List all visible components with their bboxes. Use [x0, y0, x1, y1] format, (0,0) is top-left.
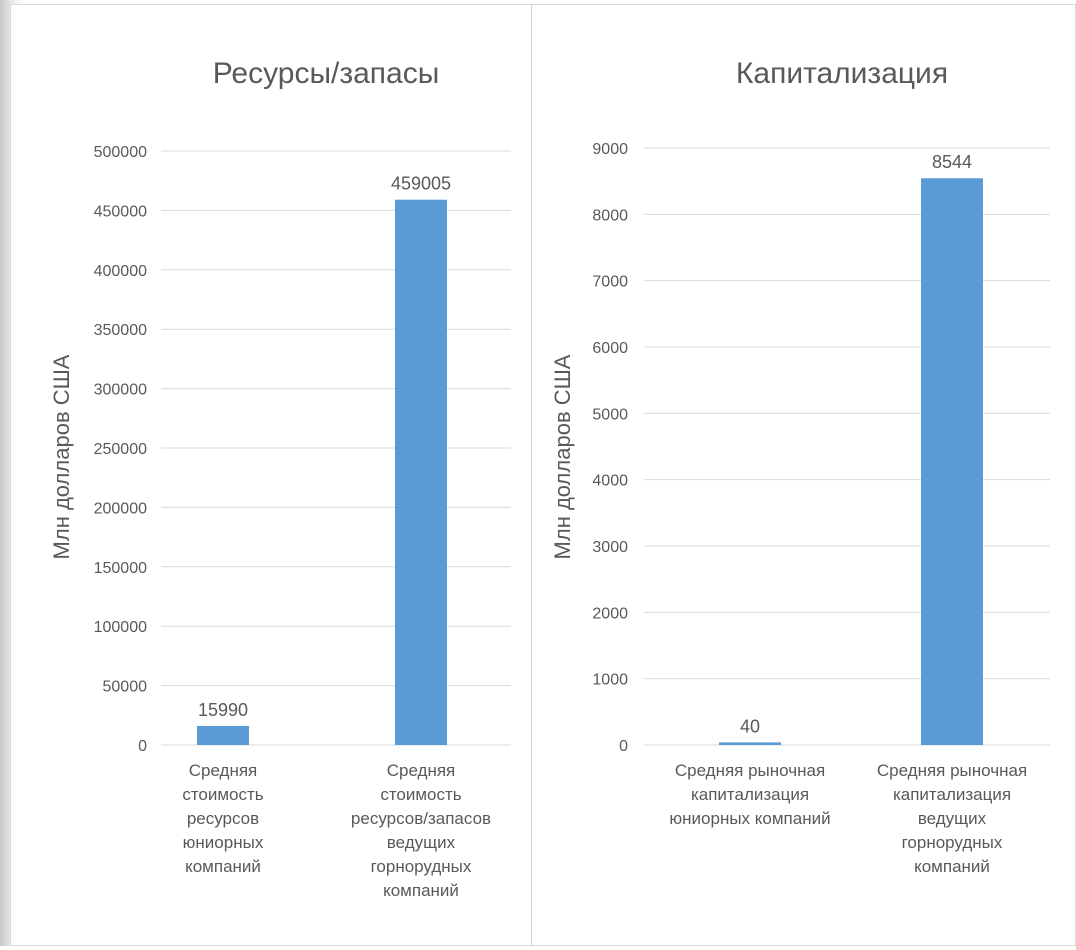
y-axis-label: Млн долларов США	[49, 354, 74, 559]
x-category-label: ведущих	[918, 809, 987, 828]
y-tick-label: 150000	[94, 560, 147, 577]
y-tick-label: 450000	[94, 203, 147, 220]
chart-title: Капитализация	[736, 57, 948, 90]
y-tick-label: 1000	[592, 672, 628, 689]
x-category-label: ресурсов/запасов	[351, 809, 491, 828]
chart-panel-capitalization: Капитализация 0 1000 2000 3000 4000 5000 6000 70…	[531, 4, 1076, 946]
y-tick-label: 300000	[94, 382, 147, 399]
x-category-label: Средняя	[387, 761, 456, 780]
y-tick-label: 500000	[94, 144, 147, 161]
y-tick-label: 200000	[94, 500, 147, 517]
x-category-label: капитализация	[893, 785, 1011, 804]
x-category-label: Средняя рыночная	[675, 761, 825, 780]
y-tick-label: 2000	[592, 605, 628, 622]
resources-chart: Ресурсы/запасы 0 50000 100000 150000 200000 25…	[49, 57, 511, 900]
y-axis-label: Млн долларов США	[550, 354, 575, 559]
y-tick-label: 8000	[592, 207, 628, 224]
x-category-label: стоимость	[182, 785, 263, 804]
x-category-label: ресурсов	[187, 809, 259, 828]
bar	[197, 726, 249, 745]
y-tick-label: 350000	[94, 322, 147, 339]
y-tick-label: 5000	[592, 406, 628, 423]
y-tick-label: 50000	[103, 679, 148, 696]
data-label: 15990	[198, 700, 248, 720]
y-tick-label: 400000	[94, 263, 147, 280]
data-label: 40	[740, 716, 760, 736]
x-category-label: компаний	[383, 881, 459, 900]
x-category-label: Средняя рыночная	[877, 761, 1027, 780]
x-category-label: капитализация	[691, 785, 809, 804]
x-category-label: ведущих	[387, 833, 456, 852]
x-category-label: юниорных компаний	[669, 809, 830, 828]
y-tick-label: 6000	[592, 340, 628, 357]
x-category-label: горнорудных	[371, 857, 472, 876]
y-tick-label: 250000	[94, 441, 147, 458]
chart-title: Ресурсы/запасы	[213, 57, 440, 90]
x-category-label: компаний	[914, 857, 990, 876]
data-label: 459005	[391, 174, 451, 194]
bar	[719, 742, 781, 745]
bar	[921, 178, 983, 746]
x-category-label: Средняя	[189, 761, 258, 780]
y-tick-label: 100000	[94, 619, 147, 636]
x-category-label: горнорудных	[902, 833, 1003, 852]
y-tick-label: 3000	[592, 539, 628, 556]
data-label: 8544	[932, 152, 972, 172]
y-tick-label: 0	[619, 738, 628, 755]
x-category-label: компаний	[185, 857, 261, 876]
capitalization-chart: Капитализация 0 1000 2000 3000 4000 5000 6000 70…	[550, 57, 1050, 876]
y-tick-label: 0	[138, 738, 147, 755]
y-tick-label: 4000	[592, 473, 628, 490]
bar	[395, 199, 447, 746]
x-category-label: стоимость	[380, 785, 461, 804]
y-tick-label: 7000	[592, 274, 628, 291]
chart-panel-resources: Ресурсы/запасы 0 50000 100000 150000 200000 25…	[10, 4, 532, 946]
y-tick-label: 9000	[592, 141, 628, 158]
x-category-label: юниорных	[183, 833, 264, 852]
